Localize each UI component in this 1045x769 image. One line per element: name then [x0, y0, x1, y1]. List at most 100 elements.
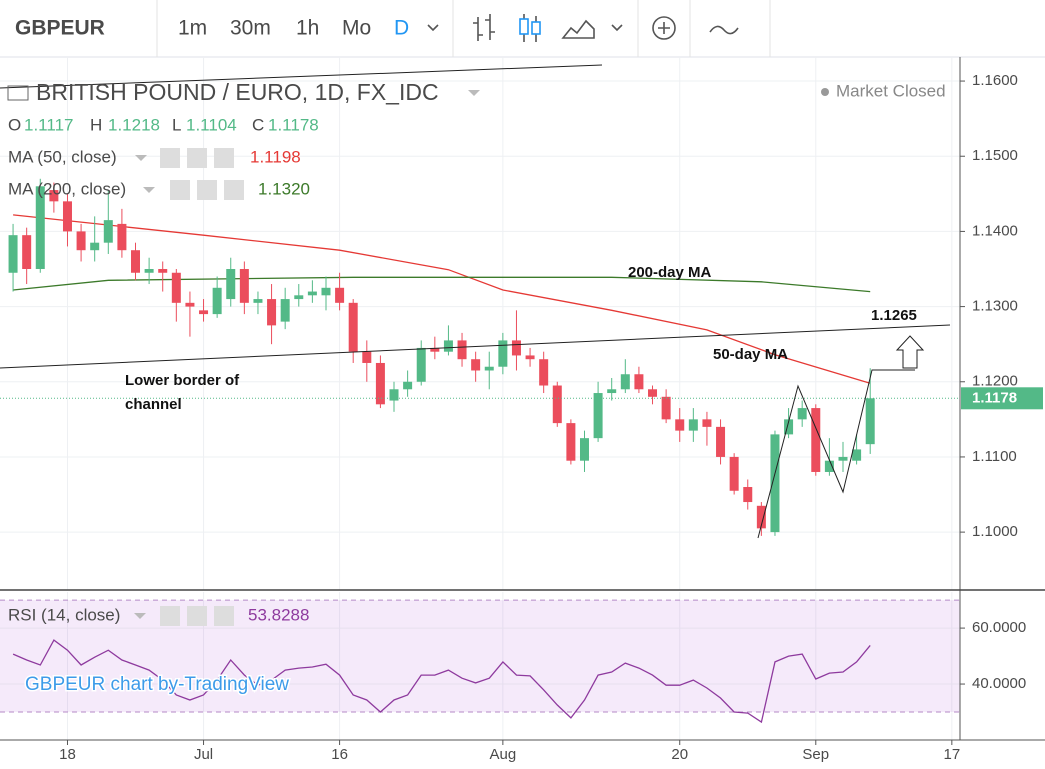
- y-tick-label: 1.1600: [972, 72, 1018, 89]
- candle-body: [511, 340, 521, 356]
- ohlc-letter: C: [252, 115, 264, 134]
- indicator-value: 1.1320: [258, 179, 310, 198]
- settings-button[interactable]: [187, 148, 207, 168]
- settings-button[interactable]: [197, 180, 217, 200]
- x-tick-label: 20: [671, 746, 688, 763]
- collapse-icon[interactable]: [7, 85, 29, 101]
- x-tick-label: Jul: [194, 746, 213, 763]
- arrow: [895, 335, 925, 369]
- candle-body: [403, 381, 413, 390]
- dropdown[interactable]: [134, 613, 146, 619]
- candle-body: [729, 456, 739, 491]
- moving-average: [13, 214, 871, 384]
- candle-body: [375, 362, 385, 405]
- compare-icon[interactable]: [709, 25, 739, 35]
- candle-body: [716, 426, 726, 457]
- symbol[interactable]: GBPEUR: [15, 17, 105, 40]
- candle-body: [865, 398, 875, 445]
- zigzag-drawing: [757, 369, 915, 539]
- remove-button[interactable]: [214, 148, 234, 168]
- interval[interactable]: Mo: [342, 17, 371, 40]
- visibility-button[interactable]: [160, 148, 180, 168]
- candle-body: [131, 250, 141, 273]
- candle-body: [770, 434, 780, 533]
- candle-body: [171, 272, 181, 303]
- bars-icon[interactable]: [473, 14, 495, 41]
- ohlc-value: 1.1178: [268, 115, 319, 134]
- candle-body: [49, 190, 59, 202]
- candle-body: [430, 347, 440, 352]
- remove-button[interactable]: [214, 606, 234, 626]
- candle-body: [552, 385, 562, 424]
- candle-body: [634, 374, 644, 390]
- candle-body: [294, 295, 304, 300]
- interval[interactable]: 1h: [296, 17, 319, 40]
- indicator-name: MA (50, close): [8, 147, 117, 166]
- candles-icon[interactable]: [519, 18, 529, 35]
- remove-button[interactable]: [224, 180, 244, 200]
- annotation: 1.1265: [871, 307, 917, 324]
- watermark: GBPEUR chart by-TradingView: [25, 674, 289, 695]
- candle-body: [239, 268, 249, 303]
- candle-body: [607, 389, 617, 394]
- candle-body: [702, 419, 712, 427]
- status-dot: [821, 88, 829, 96]
- candle-body: [498, 340, 508, 367]
- candle-body: [593, 393, 603, 439]
- candles-icon[interactable]: [531, 21, 541, 35]
- ohlc-letter: H: [90, 115, 102, 134]
- dropdown[interactable]: [135, 155, 147, 161]
- candle-body: [144, 268, 154, 273]
- x-tick-label: 17: [943, 746, 960, 763]
- ohlc-letter: L: [172, 115, 181, 134]
- candle-body: [335, 287, 345, 303]
- annotation: 200-day MA: [628, 264, 712, 281]
- y-tick-label: 1.1200: [972, 373, 1018, 390]
- ohlc-letter: O: [8, 115, 21, 134]
- axis-layer: 18 Jul 16 Aug 20 Sep 17 1.1000 1.1100 1.1200 1.130…: [59, 72, 1043, 763]
- interval[interactable]: D: [394, 17, 409, 40]
- drawings: [0, 64, 951, 539]
- candle-body: [321, 287, 331, 296]
- indicator-value: 1.1198: [250, 147, 301, 166]
- candle-body: [90, 242, 100, 251]
- candle-body: [648, 389, 658, 397]
- candle-body: [362, 351, 372, 363]
- candle-body: [756, 505, 766, 529]
- candle-body: [661, 396, 671, 420]
- rsi-value: 53.8288: [248, 605, 309, 624]
- last-price-label: 1.1178: [972, 389, 1017, 406]
- candle-body: [797, 408, 807, 420]
- candle-body: [539, 359, 549, 386]
- candle-body: [226, 268, 236, 300]
- indicators-icon[interactable]: [652, 16, 676, 40]
- visibility-button[interactable]: [160, 606, 180, 626]
- dropdown[interactable]: [468, 90, 480, 96]
- candle-body: [525, 355, 535, 360]
- settings-button[interactable]: [187, 606, 207, 626]
- candle-body: [103, 220, 113, 243]
- candle-body: [158, 268, 168, 273]
- candle-body: [8, 235, 18, 273]
- moving-average: [13, 276, 871, 293]
- candle-body: [35, 186, 45, 269]
- dropdown[interactable]: [427, 24, 439, 32]
- candle-body: [688, 419, 698, 431]
- visibility-button[interactable]: [170, 180, 190, 200]
- last-price-box: [961, 387, 1043, 410]
- rsi-line: [12, 639, 871, 724]
- interval[interactable]: 30m: [230, 17, 271, 40]
- candle-body: [457, 340, 467, 360]
- candle-body: [471, 359, 481, 371]
- dropdown[interactable]: [611, 24, 623, 32]
- area-icon[interactable]: [561, 19, 595, 39]
- ohlc-value: 1.1218: [108, 115, 160, 134]
- x-tick-label: 18: [59, 746, 76, 763]
- interval[interactable]: 1m: [178, 17, 207, 40]
- x-tick-label: Sep: [802, 746, 829, 763]
- plot-layer: [0, 57, 960, 740]
- indicators-icon[interactable]: [658, 22, 670, 34]
- dropdown[interactable]: [143, 187, 155, 193]
- candle-body: [416, 347, 426, 382]
